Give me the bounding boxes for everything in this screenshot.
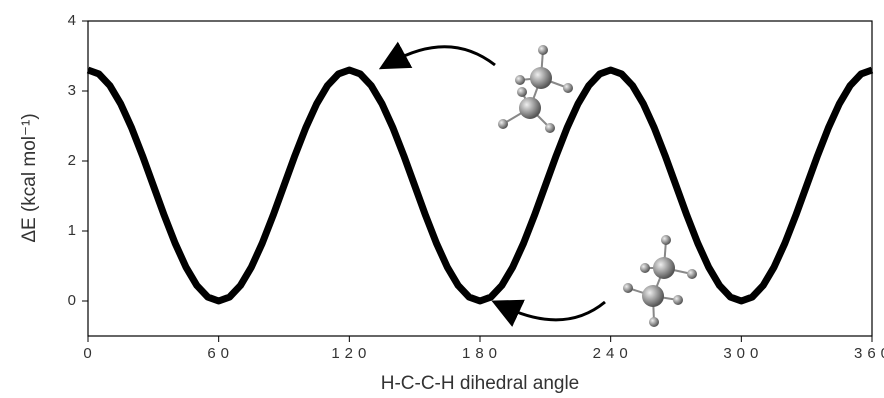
chart: H-C-C-H dihedral angle ΔE (kcal mol⁻¹) 0… [0,0,884,398]
x-tick-label: 120 [331,345,371,362]
x-tick-label: 60 [207,345,234,362]
y-tick-label: 4 [68,12,76,29]
plot-frame [88,21,872,336]
x-tick-label: 180 [462,345,502,362]
x-tick-label: 240 [593,345,633,362]
x-axis-title: H-C-C-H dihedral angle [381,373,580,394]
y-tick-label: 3 [68,82,76,99]
x-tick-label: 0 [83,345,96,362]
data-line [88,70,872,301]
x-tick-label: 300 [723,345,763,362]
y-tick-label: 1 [68,222,76,239]
y-axis-title: ΔE (kcal mol⁻¹) [19,113,40,242]
y-tick-label: 0 [68,292,76,309]
y-tick-label: 2 [68,152,76,169]
x-tick-label: 360 [854,345,884,362]
